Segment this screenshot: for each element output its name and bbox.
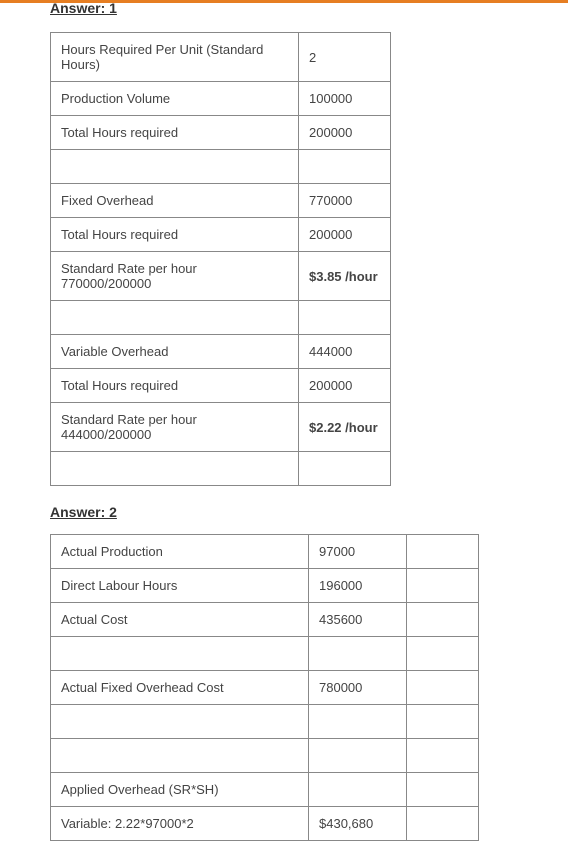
table-cell-label: Applied Overhead (SR*SH)	[51, 773, 309, 807]
table-row: Total Hours required200000	[51, 369, 391, 403]
table-cell-value: 435600	[309, 603, 407, 637]
table-row: Standard Rate per hour 770000/200000$3.8…	[51, 252, 391, 301]
table-cell-value: 100000	[299, 82, 391, 116]
table-cell-value: 200000	[299, 116, 391, 150]
table-cell-value: 2	[299, 33, 391, 82]
table-cell-label: Hours Required Per Unit (Standard Hours)	[51, 33, 299, 82]
table-cell-value	[299, 452, 391, 486]
table-row	[51, 739, 479, 773]
table-cell-label	[51, 150, 299, 184]
table-cell-value	[309, 739, 407, 773]
table-cell-value	[299, 150, 391, 184]
table-cell-label: Actual Fixed Overhead Cost	[51, 671, 309, 705]
table-row: Actual Production97000	[51, 535, 479, 569]
table-cell-label: Variable Overhead	[51, 335, 299, 369]
table-row	[51, 301, 391, 335]
table-row: Actual Cost435600	[51, 603, 479, 637]
table-cell-value: 196000	[309, 569, 407, 603]
table-cell-value	[309, 773, 407, 807]
table-row: Hours Required Per Unit (Standard Hours)…	[51, 33, 391, 82]
table-cell-value: 200000	[299, 369, 391, 403]
table-row: Variable Overhead444000	[51, 335, 391, 369]
table-cell-label	[51, 637, 309, 671]
table-cell-extra	[407, 739, 479, 773]
table-cell-extra	[407, 671, 479, 705]
table-cell-label: Total Hours required	[51, 218, 299, 252]
table-cell-label: Variable: 2.22*97000*2	[51, 807, 309, 841]
table-cell-label: Standard Rate per hour 444000/200000	[51, 403, 299, 452]
table-row: Actual Fixed Overhead Cost780000	[51, 671, 479, 705]
table-cell-label: Actual Cost	[51, 603, 309, 637]
table-row: Total Hours required200000	[51, 218, 391, 252]
table-row: Fixed Overhead770000	[51, 184, 391, 218]
table-cell-extra	[407, 569, 479, 603]
table-row: Variable: 2.22*97000*2$430,680	[51, 807, 479, 841]
table-cell-label	[51, 452, 299, 486]
table-cell-value: 444000	[299, 335, 391, 369]
table-cell-value: 780000	[309, 671, 407, 705]
table-row: Applied Overhead (SR*SH)	[51, 773, 479, 807]
table-cell-value: $3.85 /hour	[299, 252, 391, 301]
page-content: Answer: 1 Hours Required Per Unit (Stand…	[0, 0, 568, 867]
table-cell-value	[299, 301, 391, 335]
table-cell-label: Fixed Overhead	[51, 184, 299, 218]
table-cell-label: Total Hours required	[51, 369, 299, 403]
table-cell-label: Actual Production	[51, 535, 309, 569]
table-cell-value: $2.22 /hour	[299, 403, 391, 452]
table-cell-extra	[407, 807, 479, 841]
table-row: Production Volume100000	[51, 82, 391, 116]
answer-1-table: Hours Required Per Unit (Standard Hours)…	[50, 32, 391, 486]
table-cell-label: Production Volume	[51, 82, 299, 116]
answer-2-table: Actual Production97000 Direct Labour Hou…	[50, 534, 479, 841]
table-row	[51, 637, 479, 671]
table-cell-value: 770000	[299, 184, 391, 218]
table-cell-label	[51, 739, 309, 773]
table-cell-value	[309, 637, 407, 671]
table-cell-value	[309, 705, 407, 739]
table-row: Total Hours required200000	[51, 116, 391, 150]
table-row	[51, 452, 391, 486]
table-cell-label	[51, 301, 299, 335]
table-cell-label: Direct Labour Hours	[51, 569, 309, 603]
table-cell-label: Total Hours required	[51, 116, 299, 150]
table-cell-extra	[407, 773, 479, 807]
table-cell-value: $430,680	[309, 807, 407, 841]
table-row: Standard Rate per hour 444000/200000$2.2…	[51, 403, 391, 452]
table-cell-value: 97000	[309, 535, 407, 569]
table-cell-extra	[407, 705, 479, 739]
table-cell-extra	[407, 535, 479, 569]
table-cell-extra	[407, 637, 479, 671]
table-row	[51, 150, 391, 184]
table-row: Direct Labour Hours196000	[51, 569, 479, 603]
table-row	[51, 705, 479, 739]
answer-2-heading: Answer: 2	[50, 504, 518, 520]
table-cell-extra	[407, 603, 479, 637]
table-cell-value: 200000	[299, 218, 391, 252]
table-cell-label: Standard Rate per hour 770000/200000	[51, 252, 299, 301]
answer-1-heading: Answer: 1	[50, 0, 518, 16]
table-cell-label	[51, 705, 309, 739]
